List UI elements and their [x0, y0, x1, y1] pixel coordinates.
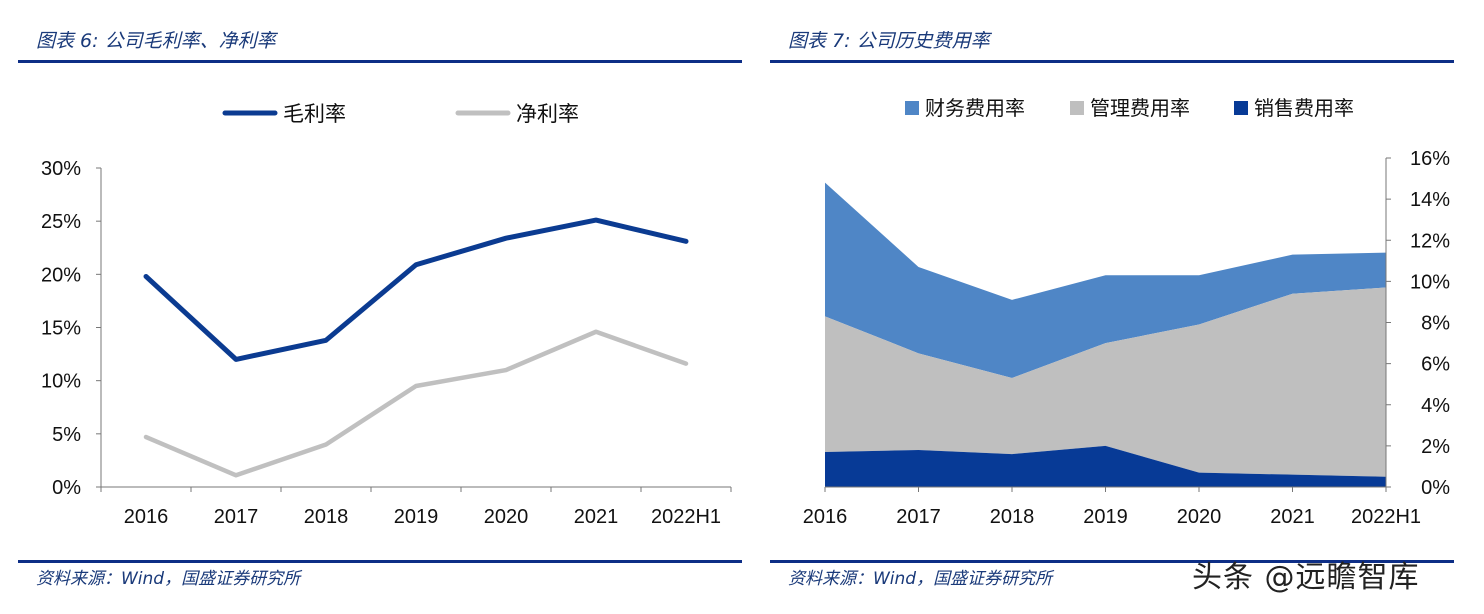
y-tick-label: 15% — [41, 318, 81, 340]
y-tick-label: 5% — [52, 424, 81, 446]
right-source-note: 资料来源：Wind，国盛证券研究所 — [788, 564, 1052, 589]
y-tick-label: 16% — [1410, 148, 1450, 170]
x-tick-label: 2016 — [124, 506, 169, 528]
left-figure-title: 图表 6: 公司毛利率、净利率 — [36, 26, 276, 53]
y-tick-label: 25% — [41, 211, 81, 233]
x-tick-label: 2019 — [1083, 506, 1128, 528]
y-tick-label: 6% — [1421, 354, 1450, 376]
left-line-chart: 0% 5% 10% 15% 20% 25% 30% 2016 2017 2018 2019 2020 2… — [0, 64, 750, 614]
x-tick-label: 2021 — [1270, 506, 1315, 528]
series-line-gross-margin — [146, 220, 686, 359]
right-figure-title: 图表 7: 公司历史费用率 — [788, 26, 990, 53]
y-tick-label: 20% — [41, 264, 81, 286]
x-tick-label: 2018 — [990, 506, 1035, 528]
x-tick-label: 2022H1 — [651, 506, 721, 528]
left-source-rule — [18, 560, 742, 563]
x-tick-label: 2019 — [394, 506, 439, 528]
x-tick-label: 2018 — [304, 506, 349, 528]
left-title-rule — [18, 60, 742, 63]
y-tick-label: 0% — [52, 477, 81, 499]
x-tick-label: 2017 — [896, 506, 941, 528]
y-tick-label: 8% — [1421, 313, 1450, 335]
y-tick-label: 10% — [41, 371, 81, 393]
legend-swatch — [1234, 101, 1248, 115]
x-tick-label: 2020 — [484, 506, 529, 528]
y-tick-label: 10% — [1410, 271, 1450, 293]
right-panel: 图表 7: 公司历史费用率 0% 2% 4% 6% 8% 10% 12% 14% 16% 2016… — [760, 0, 1484, 612]
x-tick-label: 2017 — [214, 506, 259, 528]
x-tick-label: 2016 — [803, 506, 848, 528]
left-panel: 图表 6: 公司毛利率、净利率 0% 5% 10% 15% 20% 25% 30% 2016 2… — [0, 0, 750, 612]
legend-label: 财务费用率 — [925, 97, 1025, 120]
x-tick-label: 2021 — [574, 506, 619, 528]
x-tick-label: 2022H1 — [1351, 506, 1421, 528]
y-tick-label: 12% — [1410, 230, 1450, 252]
legend-swatch — [1070, 101, 1084, 115]
left-source-note: 资料来源：Wind，国盛证券研究所 — [36, 564, 300, 589]
legend-swatch — [905, 101, 919, 115]
x-tick-label: 2020 — [1177, 506, 1222, 528]
right-title-rule — [770, 60, 1454, 63]
legend-label: 管理费用率 — [1090, 97, 1190, 120]
y-tick-label: 30% — [41, 158, 81, 180]
legend-label: 销售费用率 — [1254, 97, 1354, 120]
y-tick-label: 2% — [1421, 436, 1450, 458]
y-tick-label: 14% — [1410, 189, 1450, 211]
y-tick-label: 4% — [1421, 395, 1450, 417]
y-tick-label: 0% — [1421, 477, 1450, 499]
right-area-chart: 0% 2% 4% 6% 8% 10% 12% 14% 16% 2016 2017 2018 2019 20… — [760, 64, 1484, 614]
watermark-text: 头条 @远瞻智库 — [1192, 552, 1420, 596]
legend-label: 毛利率 — [283, 103, 346, 126]
legend-label: 净利率 — [516, 103, 579, 126]
